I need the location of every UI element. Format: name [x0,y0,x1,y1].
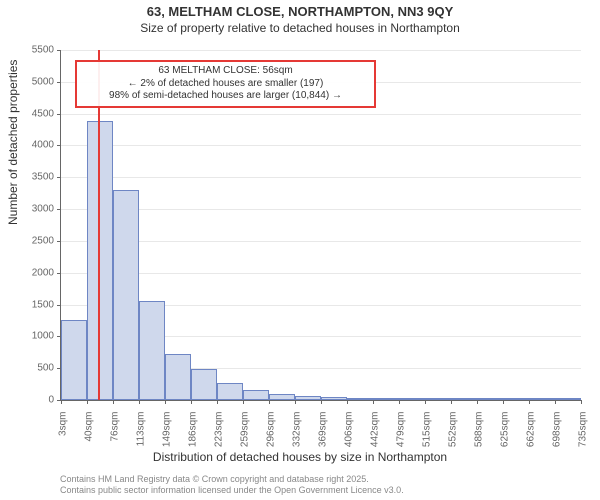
histogram-bar [113,190,139,400]
y-tick-label: 3500 [14,172,54,183]
y-tick-label: 3000 [14,204,54,215]
y-tick-mark [57,177,61,178]
x-tick-mark [87,400,88,404]
histogram-bar [529,398,555,400]
gridline-h [61,145,581,146]
histogram-bar [477,398,503,400]
y-tick-mark [57,273,61,274]
histogram-bar [139,301,165,400]
x-tick-mark [295,400,296,404]
x-tick-mark [503,400,504,404]
x-tick-mark [451,400,452,404]
callout-line-3: 98% of semi-detached houses are larger (… [83,90,368,103]
x-tick-mark [425,400,426,404]
x-tick-mark [61,400,62,404]
y-tick-label: 4500 [14,108,54,119]
histogram-bar [321,397,347,400]
x-axis-label: Distribution of detached houses by size … [0,450,600,464]
y-tick-mark [57,82,61,83]
y-tick-label: 2000 [14,267,54,278]
y-tick-label: 0 [14,395,54,406]
histogram-bar [555,398,581,400]
x-tick-mark [269,400,270,404]
x-tick-mark [243,400,244,404]
chart-container: 63, MELTHAM CLOSE, NORTHAMPTON, NN3 9QY … [0,0,600,500]
callout-line-1: 63 MELTHAM CLOSE: 56sqm [83,65,368,78]
y-tick-label: 4000 [14,140,54,151]
y-tick-label: 2500 [14,235,54,246]
callout-line-2: ← 2% of detached houses are smaller (197… [83,78,368,91]
histogram-bar [243,390,269,400]
x-tick-mark [217,400,218,404]
y-tick-label: 5000 [14,76,54,87]
histogram-bar [347,398,373,400]
y-tick-mark [57,241,61,242]
gridline-h [61,209,581,210]
x-tick-mark [477,400,478,404]
gridline-h [61,50,581,51]
footer-note: Contains HM Land Registry data © Crown c… [60,474,404,496]
x-tick-mark [321,400,322,404]
x-tick-mark [373,400,374,404]
footer-line-1: Contains HM Land Registry data © Crown c… [60,474,404,485]
histogram-bar [451,398,477,400]
title-main: 63, MELTHAM CLOSE, NORTHAMPTON, NN3 9QY [0,4,600,19]
x-tick-mark [399,400,400,404]
title-sub: Size of property relative to detached ho… [0,21,600,35]
histogram-bar [191,369,217,400]
histogram-bar [217,383,243,400]
gridline-h [61,177,581,178]
y-tick-label: 1500 [14,299,54,310]
gridline-h [61,273,581,274]
x-tick-mark [165,400,166,404]
histogram-bar [269,394,295,400]
y-tick-label: 5500 [14,45,54,56]
histogram-bar [425,398,451,400]
y-tick-mark [57,50,61,51]
y-tick-label: 500 [14,363,54,374]
gridline-h [61,114,581,115]
x-tick-mark [581,400,582,404]
x-tick-mark [113,400,114,404]
gridline-h [61,241,581,242]
y-tick-mark [57,114,61,115]
title-block: 63, MELTHAM CLOSE, NORTHAMPTON, NN3 9QY … [0,4,600,35]
y-tick-mark [57,305,61,306]
y-tick-label: 1000 [14,331,54,342]
y-tick-mark [57,209,61,210]
x-tick-mark [529,400,530,404]
histogram-bar [165,354,191,400]
histogram-bar [61,320,87,400]
y-tick-mark [57,145,61,146]
x-tick-mark [555,400,556,404]
x-tick-mark [347,400,348,404]
footer-line-2: Contains public sector information licen… [60,485,404,496]
x-tick-mark [139,400,140,404]
histogram-bar [295,396,321,400]
histogram-bar [373,398,399,400]
histogram-bar [399,398,425,400]
x-tick-mark [191,400,192,404]
callout-box: 63 MELTHAM CLOSE: 56sqm ← 2% of detached… [75,60,376,108]
histogram-bar [503,398,529,400]
